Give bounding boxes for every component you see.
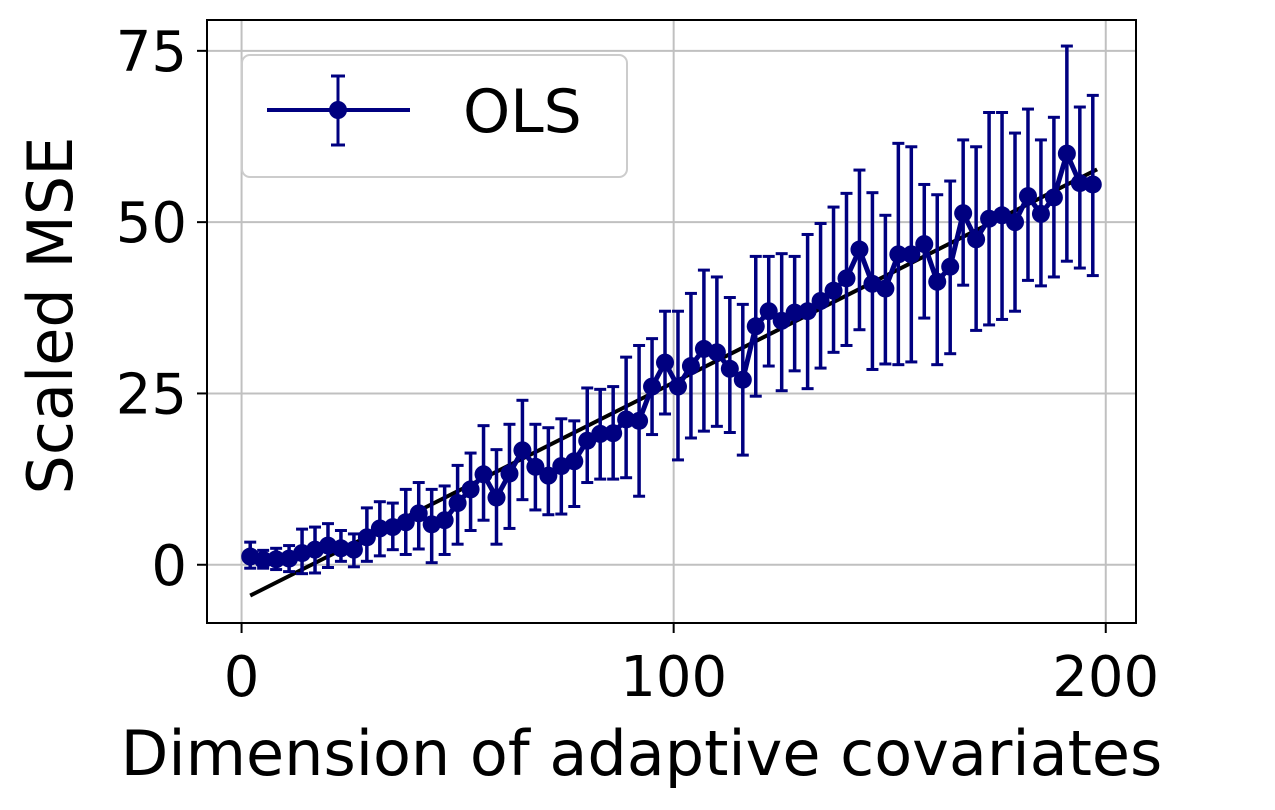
grid-lines <box>207 20 1136 623</box>
data-point <box>811 291 830 310</box>
data-point <box>1031 204 1050 223</box>
legend-marker <box>329 101 347 119</box>
data-point <box>941 257 960 276</box>
data-point <box>798 302 817 321</box>
ols-series <box>241 144 1102 569</box>
data-point <box>370 519 389 538</box>
data-point <box>344 540 363 559</box>
data-point <box>720 359 739 378</box>
data-point <box>461 480 480 499</box>
data-point <box>617 410 636 429</box>
data-point <box>643 377 662 396</box>
data-point <box>850 240 869 259</box>
y-tick-label: 75 <box>116 20 187 85</box>
data-point <box>331 539 350 558</box>
data-point <box>954 204 973 223</box>
data-point <box>707 343 726 362</box>
data-point <box>967 230 986 249</box>
data-point <box>889 245 908 264</box>
data-point <box>630 411 649 430</box>
data-point <box>759 302 778 321</box>
x-tick-label: 200 <box>1052 645 1159 710</box>
data-point <box>785 303 804 322</box>
data-point <box>1070 174 1089 193</box>
data-point <box>733 370 752 389</box>
plot-frame <box>206 19 1137 624</box>
data-point <box>435 511 454 530</box>
data-point <box>928 272 947 291</box>
data-point <box>409 504 428 523</box>
data-point <box>1044 188 1063 207</box>
data-point <box>1018 187 1037 206</box>
data-point <box>591 424 610 443</box>
y-axis-label: Scaled MSE <box>14 137 87 495</box>
data-point <box>487 488 506 507</box>
data-point <box>539 466 558 485</box>
data-point <box>604 424 623 443</box>
x-tick-label: 0 <box>224 645 260 710</box>
x-axis-label: Dimension of adaptive covariates <box>121 717 1163 790</box>
data-point <box>668 377 687 396</box>
data-point <box>1006 213 1025 232</box>
data-point <box>915 235 934 254</box>
y-tick-label: 50 <box>116 191 187 256</box>
data-point <box>565 452 584 471</box>
data-point <box>902 245 921 264</box>
x-tick-label: 100 <box>620 645 727 710</box>
data-point <box>254 550 273 569</box>
data-point <box>396 513 415 532</box>
data-point <box>746 317 765 336</box>
data-point <box>500 464 519 483</box>
data-point <box>837 269 856 288</box>
data-point <box>656 353 675 372</box>
data-point <box>513 441 532 460</box>
y-tick-label: 25 <box>116 362 187 427</box>
data-point <box>267 550 286 569</box>
data-point <box>772 311 791 330</box>
legend: OLS <box>241 54 628 178</box>
data-point <box>1057 144 1076 163</box>
data-point <box>681 357 700 376</box>
axis-ticks: 0 100 200 0 25 50 75 <box>116 20 1159 710</box>
legend-label: OLS <box>463 77 582 147</box>
data-point <box>1083 175 1102 194</box>
data-point <box>824 281 843 300</box>
data-point <box>357 528 376 547</box>
data-point <box>448 494 467 513</box>
data-point <box>876 279 895 298</box>
y-tick-label: 0 <box>151 534 187 599</box>
data-point <box>526 457 545 476</box>
data-point <box>474 465 493 484</box>
